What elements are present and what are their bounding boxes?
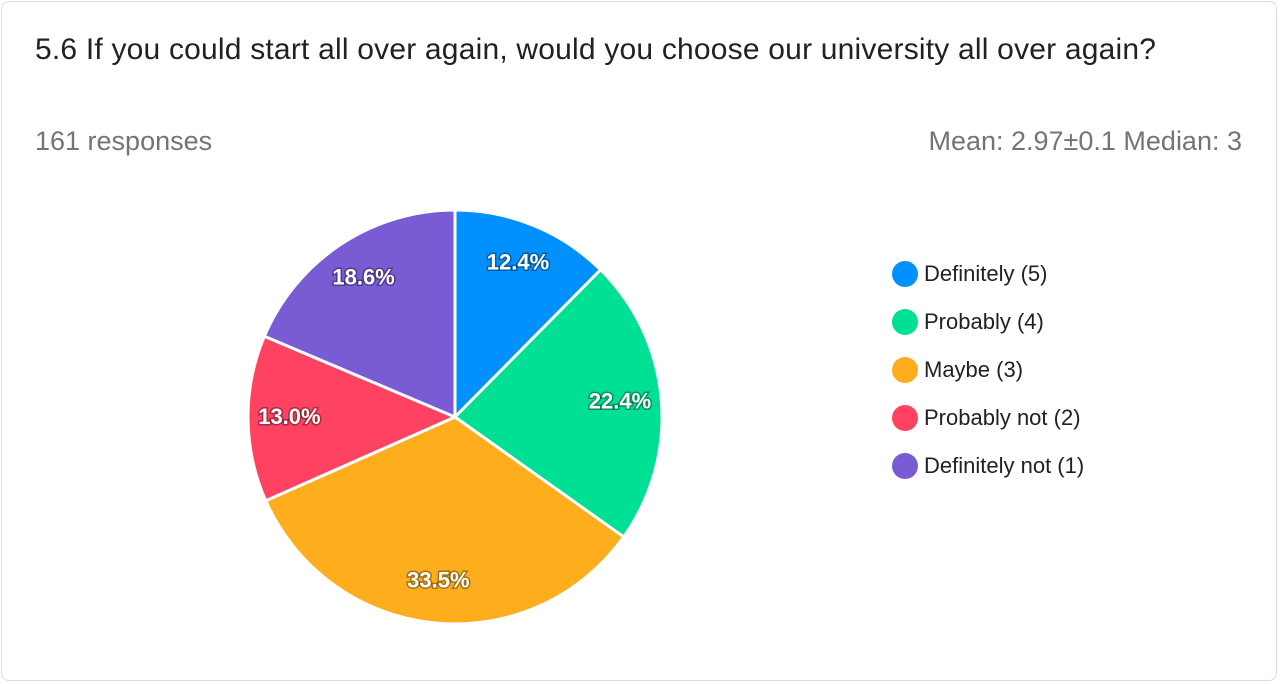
legend-item-definitely-5[interactable]: Definitely (5)	[892, 250, 1084, 298]
legend-label: Maybe (3)	[924, 357, 1024, 382]
pie-slice-probably-4[interactable]	[453, 268, 664, 539]
legend-item-probably-not-2[interactable]: Probably not (2)	[892, 394, 1084, 442]
legend-label: Probably not (2)	[924, 405, 1081, 430]
pie-slice-probably-not-2[interactable]	[246, 334, 457, 503]
pie-data-label: 12.4%	[487, 250, 549, 275]
pie-slice-maybe-3[interactable]	[264, 415, 626, 626]
legend-swatch	[892, 405, 918, 431]
legend-swatch	[892, 309, 918, 335]
legend-swatch	[892, 357, 918, 383]
pie-data-label: 13.0%	[258, 404, 320, 429]
legend-item-maybe-3[interactable]: Maybe (3)	[892, 346, 1084, 394]
pie-data-label: 33.5%	[407, 568, 469, 593]
legend-label: Definitely not (1)	[924, 453, 1085, 478]
legend: Definitely (5) Probably (4) Maybe (3) Proba…	[892, 250, 1084, 490]
summary-stats: Mean: 2.97±0.1 Median: 3	[928, 126, 1242, 156]
legend-label: Definitely (5)	[924, 261, 1048, 286]
pie-slice-definitely-5[interactable]	[453, 208, 603, 419]
pie-slice-definitely-not-1[interactable]	[262, 208, 457, 419]
legend-swatch	[892, 453, 918, 479]
response-count: 161 responses	[35, 126, 213, 156]
legend-item-probably-4[interactable]: Probably (4)	[892, 298, 1084, 346]
legend-swatch	[892, 261, 918, 287]
legend-item-definitely-not-1[interactable]: Definitely not (1)	[892, 442, 1084, 490]
question-title: 5.6 If you could start all over again, w…	[35, 33, 1157, 66]
pie-data-label: 22.4%	[589, 389, 651, 414]
legend-label: Probably (4)	[924, 309, 1044, 334]
pie-data-label: 18.6%	[332, 265, 394, 290]
